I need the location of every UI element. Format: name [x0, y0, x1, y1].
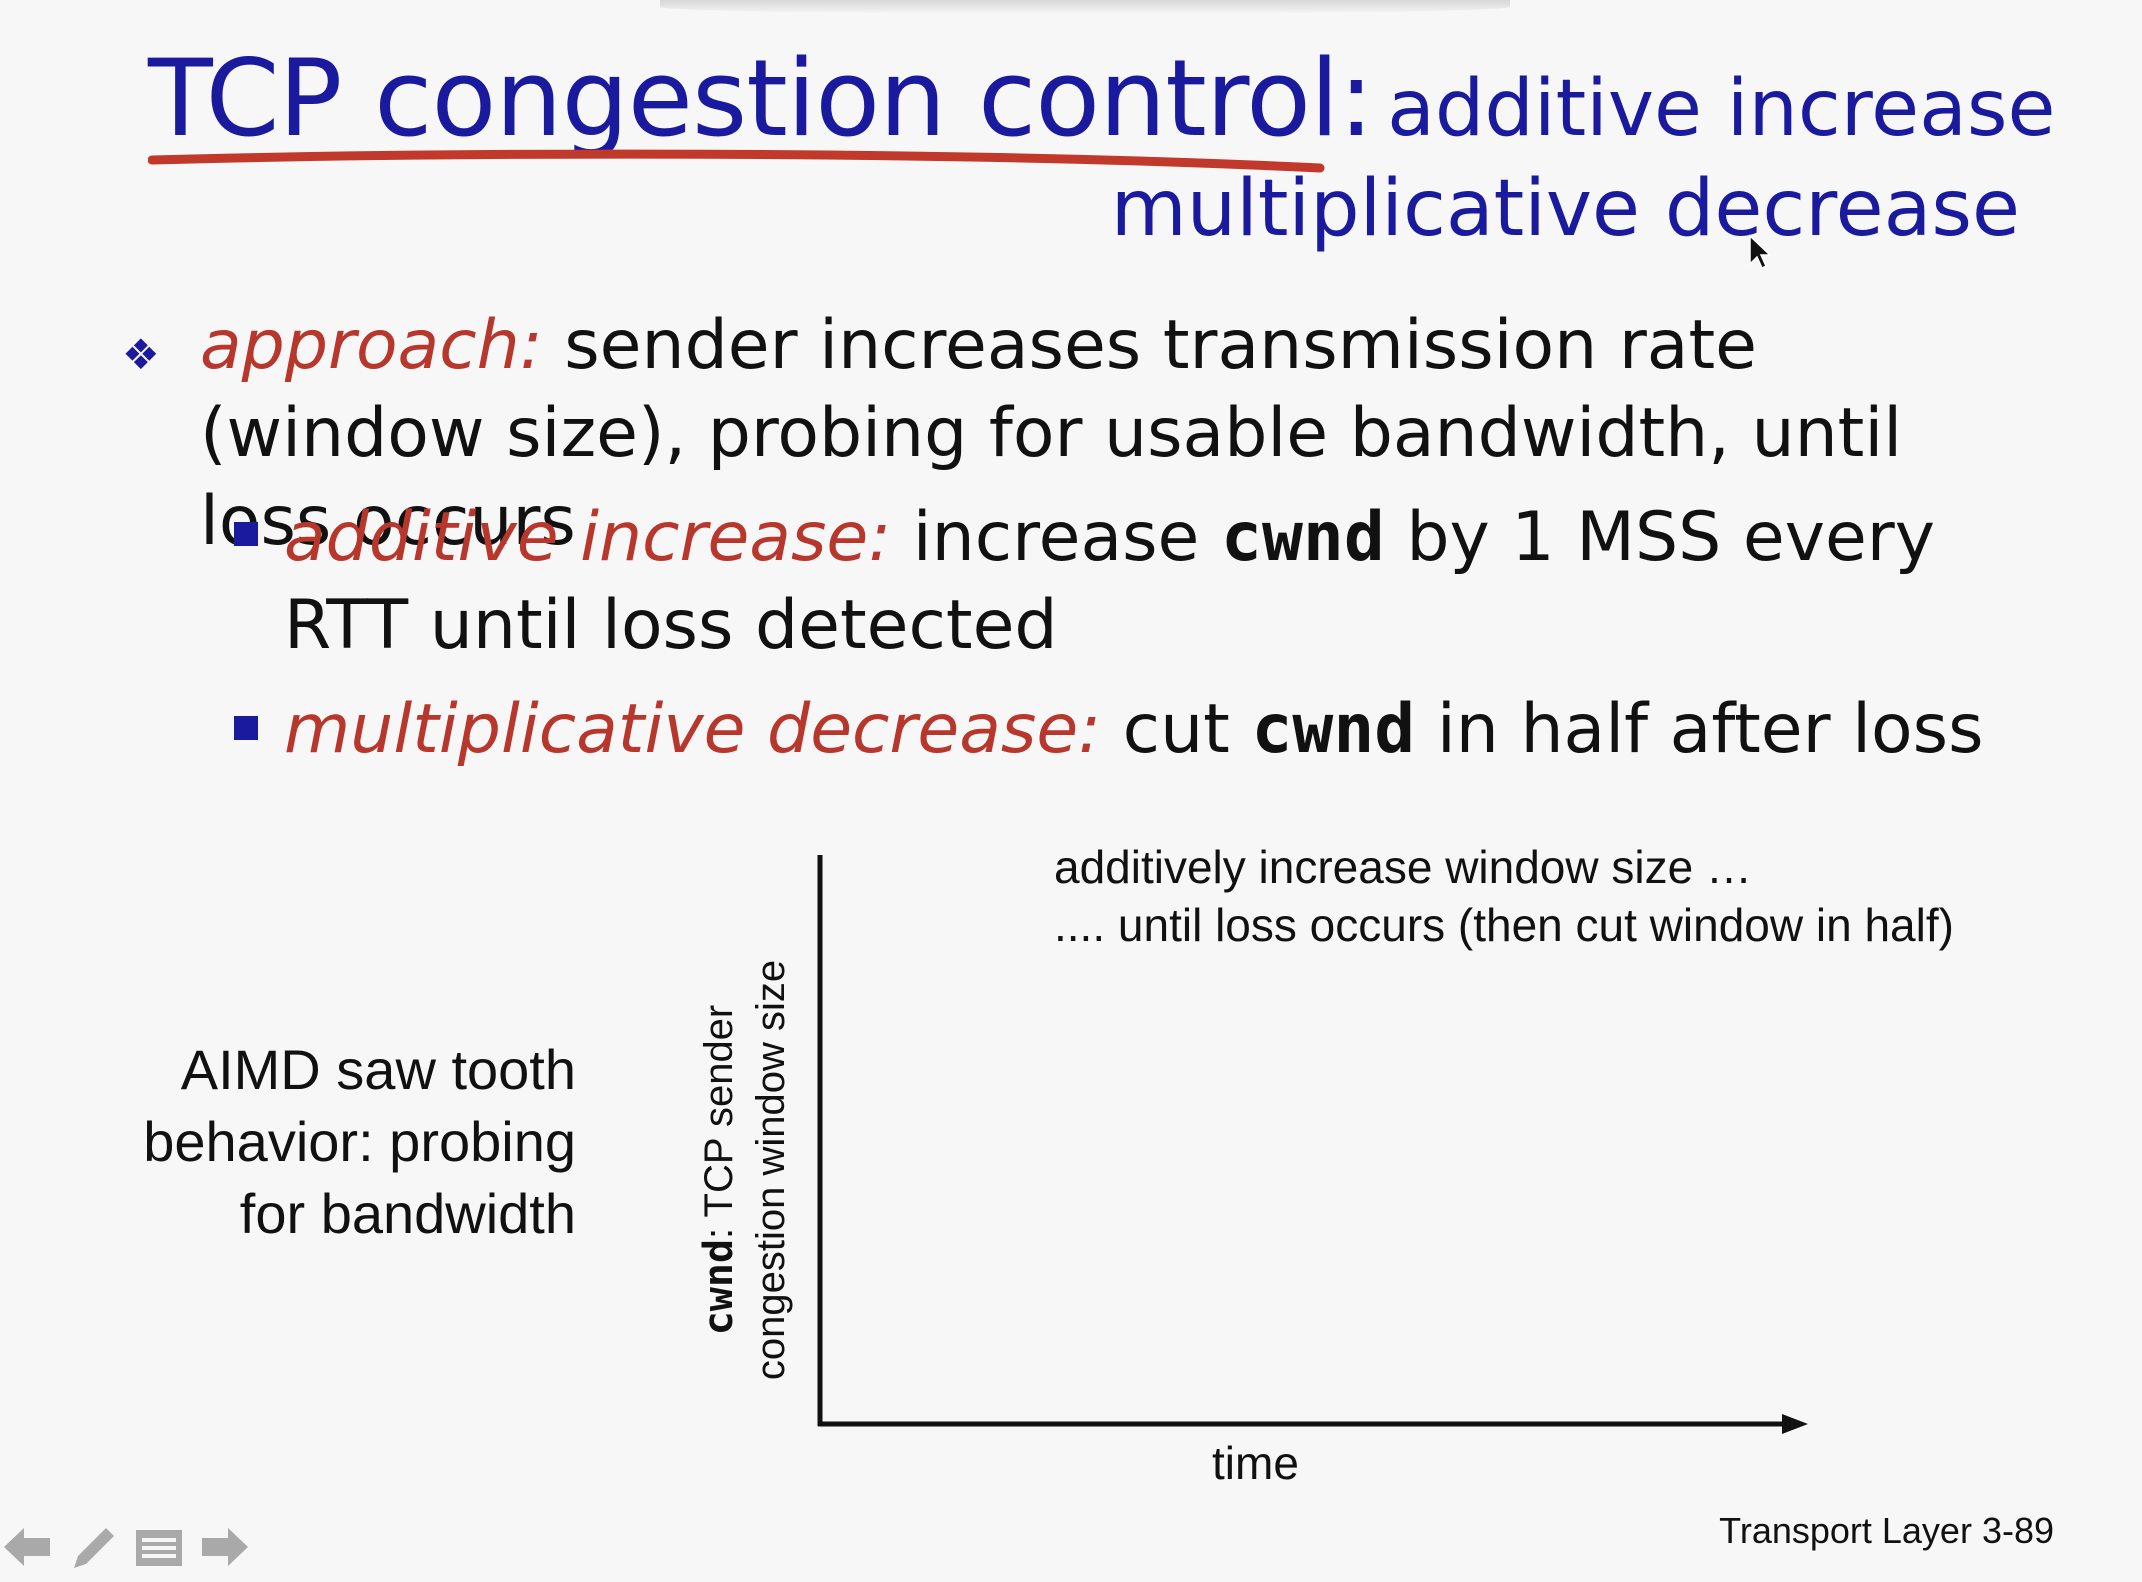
mouse-cursor-icon — [1749, 234, 1772, 270]
x-axis-arrowhead — [1782, 1414, 1808, 1434]
multiplicative-label: multiplicative decrease: — [284, 690, 1102, 769]
slide-footer: Transport Layer 3-89 — [1719, 1510, 2054, 1551]
slide-title: TCP congestion control: additive increase — [148, 46, 2056, 152]
additive-label: additive increase: — [284, 498, 892, 577]
multiplicative-text-a: cut — [1101, 690, 1252, 769]
square-bullet-icon — [234, 522, 258, 546]
approach-label: approach: — [200, 306, 543, 385]
square-bullet-icon — [234, 716, 258, 740]
additive-code: cwnd — [1221, 498, 1385, 577]
prev-arrow-icon[interactable] — [0, 1520, 54, 1574]
aimd-line: behavior: probing — [143, 1110, 576, 1173]
aimd-caption: AIMD saw tooth behavior: probing for ban… — [143, 1034, 576, 1250]
y-axis-code: cwnd — [696, 1238, 742, 1336]
chart-annotation: additively increase window size … .... u… — [1054, 838, 1954, 954]
approach-bullet: approach: sender increases transmission … — [200, 302, 2050, 566]
title-sub: additive increase — [1387, 64, 2056, 154]
additive-text-b: by 1 MSS every RTT until loss detected — [284, 498, 1936, 665]
x-axis-label: time — [1212, 1437, 1299, 1489]
multiplicative-text-b: in half after loss — [1415, 690, 1984, 769]
y-axis-label-rest: : TCP sender — [697, 1004, 741, 1239]
chart-note-2: .... until loss occurs (then cut window … — [1054, 899, 1954, 951]
additive-text-a: increase — [891, 498, 1221, 577]
red-underline-annotation — [148, 149, 1325, 173]
chart-note-1: additively increase window size … — [1054, 841, 1752, 893]
aimd-line: AIMD saw tooth — [180, 1038, 576, 1101]
additive-bullet: additive increase: increase cwnd by 1 MS… — [284, 494, 2044, 670]
title-line2: multiplicative decrease — [1110, 164, 2020, 254]
pen-icon[interactable] — [66, 1520, 120, 1574]
y-axis-label-line2: congestion window size — [749, 959, 793, 1381]
approach-text: sender increases transmission rate (wind… — [200, 306, 1903, 561]
menu-icon[interactable] — [132, 1520, 186, 1574]
title-main: TCP congestion control: — [148, 37, 1374, 160]
next-arrow-icon[interactable] — [198, 1520, 252, 1574]
aimd-line: for bandwidth — [239, 1182, 576, 1245]
multiplicative-code: cwnd — [1251, 690, 1416, 769]
diamond-bullet-icon: ❖ — [122, 330, 160, 379]
top-shadow — [660, 0, 1510, 14]
multiplicative-bullet: multiplicative decrease: cut cwnd in hal… — [284, 686, 2044, 774]
slide-nav-toolbar — [0, 1520, 252, 1574]
